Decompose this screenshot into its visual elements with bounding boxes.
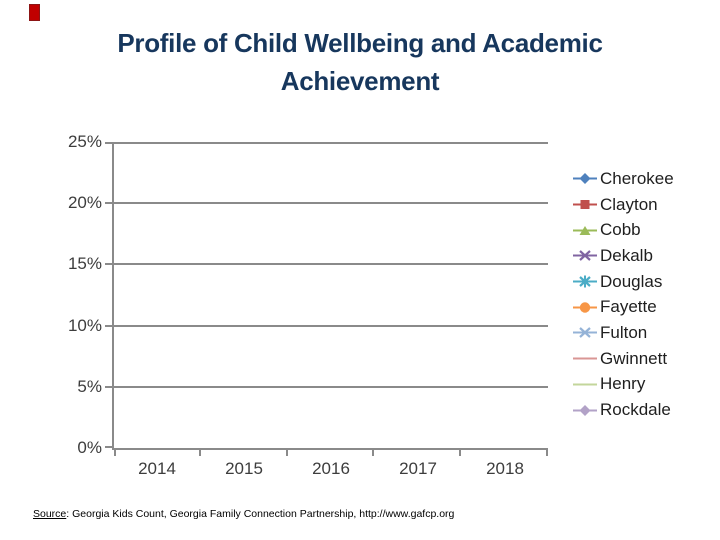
x-axis-label: 2015: [225, 459, 263, 478]
legend-item: Clayton: [572, 192, 674, 218]
source-text: : Georgia Kids Count, Georgia Family Con…: [66, 508, 455, 520]
legend-marker-none-icon: [572, 352, 600, 365]
legend-item: Gwinnett: [572, 346, 674, 372]
legend-label: Clayton: [600, 194, 658, 214]
y-axis-tick: [105, 325, 114, 327]
x-axis-tick: [199, 448, 201, 456]
legend-label: Cherokee: [600, 168, 674, 188]
legend-item: Dekalb: [572, 243, 674, 269]
legend-label: Cobb: [600, 220, 641, 240]
x-axis-label: 2016: [312, 459, 350, 478]
decorative-red-mark: [29, 4, 40, 21]
legend-label: Henry: [600, 374, 646, 394]
gridline: [114, 386, 548, 388]
gridline: [114, 202, 548, 204]
legend-marker-x-icon: [572, 326, 600, 339]
x-axis-label: 2018: [486, 459, 524, 478]
x-axis-tick: [114, 448, 116, 456]
gridline: [114, 263, 548, 265]
gridline: [114, 142, 548, 144]
legend-item: Fulton: [572, 320, 674, 346]
y-axis-label: 10%: [67, 316, 102, 335]
source-label: Source: [33, 508, 67, 520]
legend-marker-diamond-icon: [572, 404, 600, 417]
legend-item: Henry: [572, 372, 674, 398]
legend-marker-circle-icon: [572, 301, 600, 314]
x-axis-label: 2014: [138, 459, 176, 478]
y-axis-label: 0%: [77, 438, 102, 457]
legend-label: Rockdale: [600, 400, 671, 420]
x-axis-tick: [459, 448, 461, 456]
y-axis-tick: [105, 142, 114, 144]
legend-marker-triangle-icon: [572, 224, 600, 237]
x-axis-label: 2017: [399, 459, 437, 478]
legend-label: Dekalb: [600, 245, 653, 265]
y-axis-tick: [105, 202, 114, 204]
legend-label: Gwinnett: [600, 348, 668, 368]
gridline: [114, 325, 548, 327]
chart-title: Profile of Child Wellbeing and Academic …: [0, 24, 720, 100]
x-axis-tick: [286, 448, 288, 456]
x-axis-tick: [546, 448, 548, 456]
legend-label: Fayette: [600, 297, 657, 317]
y-axis-tick: [105, 386, 114, 388]
y-axis-label: 20%: [67, 193, 102, 212]
plot-area: 25% 20% 15% 10% 5% 0% 2014 2015 2016 2017 2018: [68, 132, 548, 478]
legend-marker-asterisk-icon: [572, 275, 600, 288]
legend-item: Rockdale: [572, 397, 674, 423]
legend-marker-none-icon: [572, 378, 600, 391]
legend-item: Fayette: [572, 294, 674, 320]
chart-title-line2: Achievement: [280, 66, 440, 96]
y-axis-label: 15%: [67, 254, 102, 273]
y-axis-tick: [105, 263, 114, 265]
y-axis-label: 25%: [67, 132, 102, 151]
y-axis-tick: [105, 446, 114, 448]
legend-label: Fulton: [600, 322, 648, 342]
chart-title-line1: Profile of Child Wellbeing and Academic: [117, 28, 603, 58]
legend-item: Douglas: [572, 269, 674, 295]
legend-marker-square-icon: [572, 198, 600, 211]
x-axis-tick: [372, 448, 374, 456]
legend-marker-diamond-icon: [572, 172, 600, 185]
y-axis-label: 5%: [77, 377, 102, 396]
source-note: Source: Georgia Kids Count, Georgia Fami…: [33, 508, 454, 520]
legend-label: Douglas: [600, 271, 663, 291]
legend-item: Cobb: [572, 217, 674, 243]
chart-legend: Cherokee Clayton Cobb Dekalb Douglas Fayette F…: [572, 166, 674, 423]
legend-marker-x-icon: [572, 249, 600, 262]
legend-item: Cherokee: [572, 166, 674, 192]
